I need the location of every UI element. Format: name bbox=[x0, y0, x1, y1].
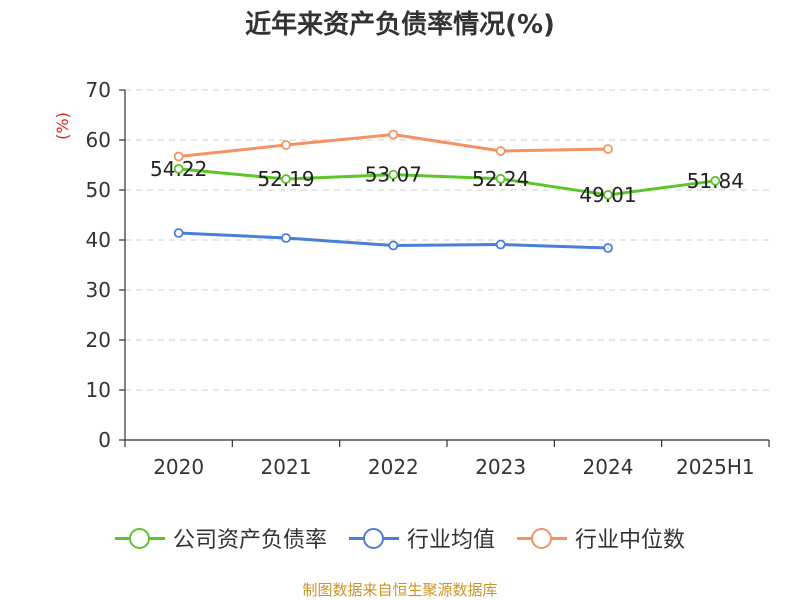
data-point-s1-2022[interactable] bbox=[388, 240, 399, 251]
data-point-s0-2025H1[interactable] bbox=[710, 175, 721, 186]
legend-label-industry-median: 行业中位数 bbox=[575, 528, 686, 553]
y-tick-label-50: 50 bbox=[86, 178, 111, 202]
x-tick-label-2023: 2023 bbox=[475, 455, 526, 479]
chart-title: 近年来资产负债率情况(%) bbox=[245, 10, 555, 40]
x-tick-label-2024: 2024 bbox=[583, 455, 634, 479]
data-point-s1-2021[interactable] bbox=[281, 233, 291, 243]
y-tick-label-0: 0 bbox=[98, 428, 111, 452]
legend-marker-industry-mean bbox=[348, 528, 399, 549]
data-point-s2-2020[interactable] bbox=[173, 151, 184, 162]
x-tick-label-2020: 2020 bbox=[153, 455, 204, 479]
data-label-2023: 52.24 bbox=[472, 167, 529, 191]
legend-item-company[interactable]: 公司资产负债率 bbox=[114, 522, 327, 554]
data-point-s2-2021[interactable] bbox=[281, 140, 291, 150]
x-tick-label-2022: 2022 bbox=[368, 455, 419, 479]
y-tick-label-20: 20 bbox=[86, 328, 111, 352]
y-axis-label: (%) bbox=[53, 112, 72, 140]
data-point-s0-2024[interactable] bbox=[603, 190, 613, 200]
legend-label-industry-mean: 行业均值 bbox=[406, 528, 495, 553]
y-tick-label-30: 30 bbox=[86, 278, 111, 302]
data-point-s2-2022[interactable] bbox=[388, 129, 399, 140]
legend-marker-company bbox=[114, 528, 165, 549]
data-label-2025H1: 51.84 bbox=[687, 169, 744, 193]
data-label-2020: 54.22 bbox=[150, 157, 207, 181]
data-point-s2-2024[interactable] bbox=[603, 144, 613, 154]
data-point-s2-2023[interactable] bbox=[495, 146, 506, 156]
data-label-2022: 53.07 bbox=[365, 163, 422, 187]
y-tick-label-10: 10 bbox=[86, 378, 111, 402]
legend-marker-industry-median bbox=[517, 528, 567, 549]
y-tick-label-40: 40 bbox=[86, 228, 111, 252]
data-point-s0-2020[interactable] bbox=[173, 163, 184, 174]
data-point-s1-2024[interactable] bbox=[603, 243, 613, 253]
legend-item-industry-mean[interactable]: 行业均值 bbox=[348, 522, 495, 554]
data-point-s0-2022[interactable] bbox=[388, 169, 399, 180]
data-label-2021: 52.19 bbox=[257, 167, 314, 191]
legend-item-industry-median[interactable]: 行业中位数 bbox=[517, 522, 685, 554]
data-point-s1-2020[interactable] bbox=[173, 228, 184, 238]
x-tick-label-2021: 2021 bbox=[261, 455, 312, 479]
data-point-s0-2023[interactable] bbox=[495, 173, 506, 184]
data-label-2024: 49.01 bbox=[579, 183, 636, 207]
source-note: 制图数据来自恒生聚源数据库 bbox=[302, 581, 498, 599]
y-tick-label-70: 70 bbox=[86, 78, 111, 102]
data-point-s0-2021[interactable] bbox=[281, 174, 291, 184]
legend-label-company: 公司资产负债率 bbox=[172, 528, 327, 553]
y-tick-label-60: 60 bbox=[86, 128, 111, 152]
x-tick-label-2025H1: 2025H1 bbox=[676, 455, 755, 479]
series-line-0 bbox=[178, 167, 716, 197]
data-point-s1-2023[interactable] bbox=[495, 239, 506, 250]
legend: 公司资产负债率 行业均值 行业中位数 bbox=[0, 522, 800, 554]
